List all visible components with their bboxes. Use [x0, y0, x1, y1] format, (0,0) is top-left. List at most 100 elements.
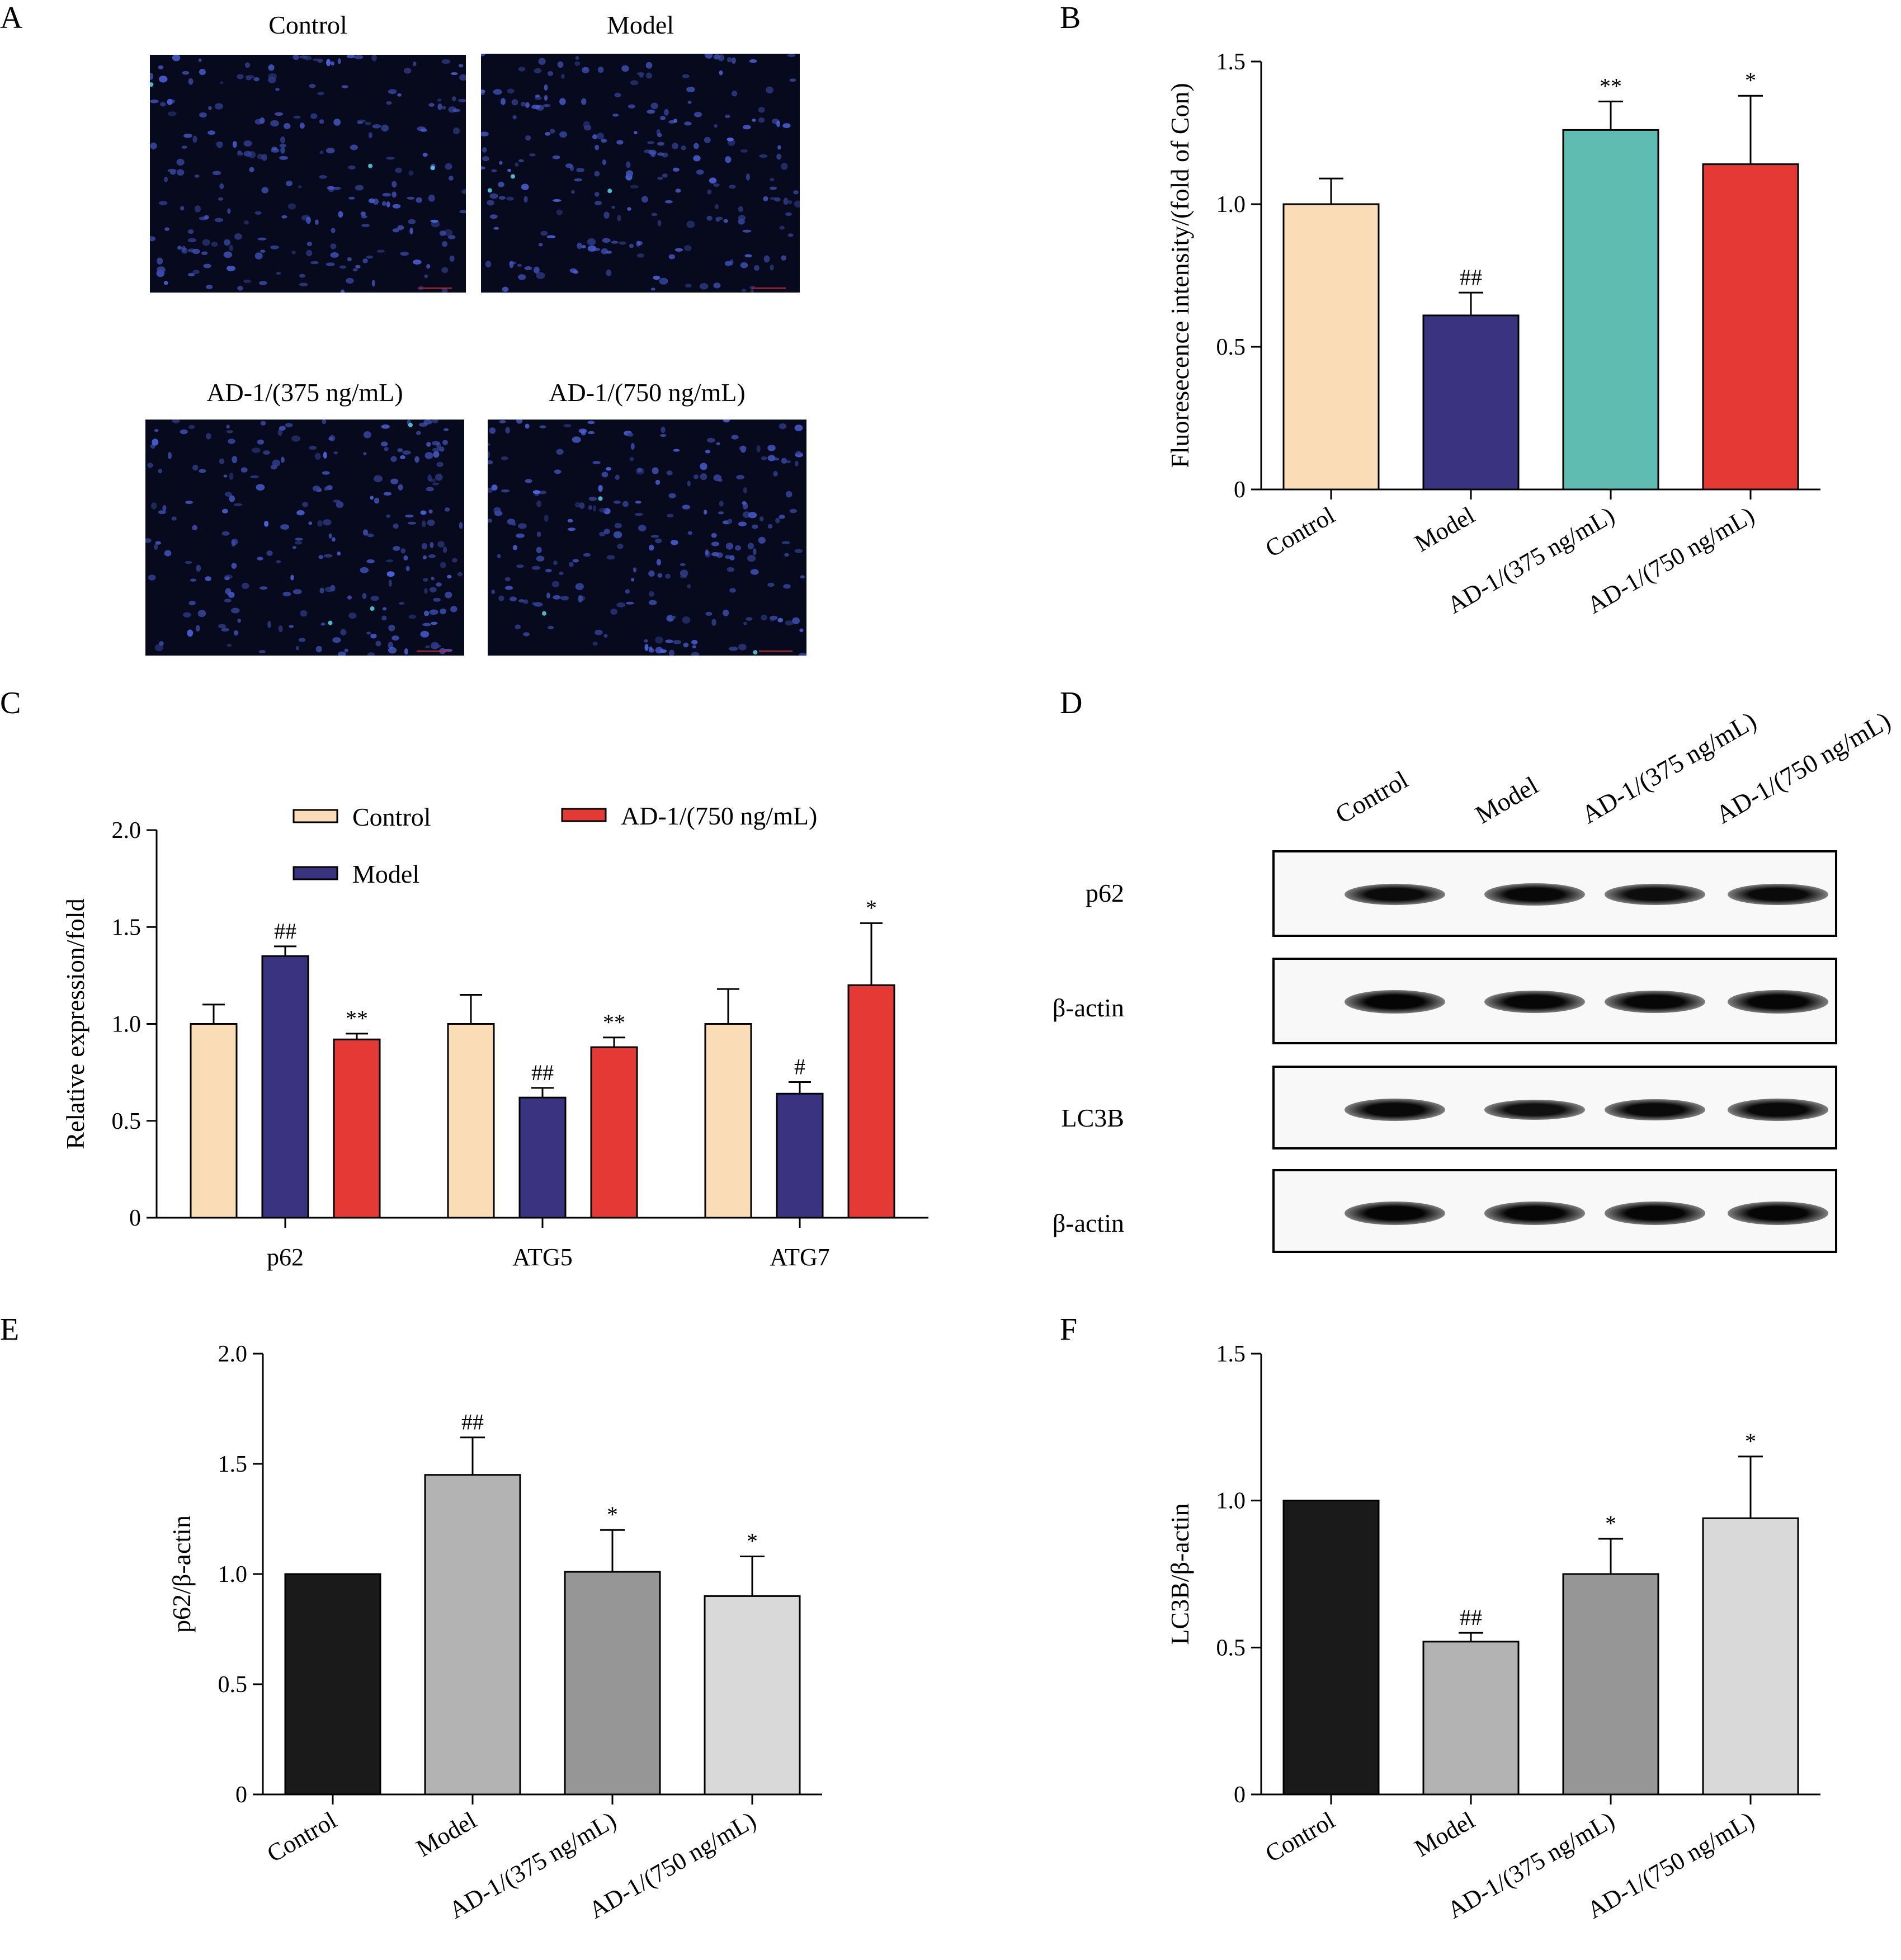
significance-mark: * — [607, 1502, 618, 1527]
y-tick-label: 2.0 — [112, 818, 141, 844]
bar — [424, 1474, 521, 1796]
y-tick-label: 0 — [1234, 477, 1246, 503]
significance-mark: ## — [274, 918, 296, 944]
micrograph-model — [481, 54, 800, 293]
significance-mark: * — [1745, 68, 1756, 93]
x-tick-label: ATG5 — [512, 1243, 573, 1271]
micrograph-label: AD-1/(750 ng/mL) — [549, 378, 746, 407]
y-tick-label: 0 — [1234, 1782, 1246, 1808]
blot-row-label: β-actin — [1052, 993, 1124, 1022]
blot-strip-beta-actin — [1272, 958, 1837, 1044]
bar — [1422, 314, 1520, 491]
y-tick-label: 1.0 — [218, 1562, 248, 1587]
significance-mark: ## — [1460, 1605, 1482, 1630]
micrograph-ad1-375 — [145, 420, 464, 656]
bar — [564, 1571, 661, 1796]
y-tick-label: 0.5 — [1216, 334, 1246, 360]
y-tick-label: 1.5 — [1216, 49, 1246, 75]
legend-swatch — [561, 808, 607, 822]
bar — [590, 1046, 638, 1219]
panel-letter-f: F — [1060, 1312, 1078, 1347]
blot-band — [1345, 883, 1445, 905]
legend-swatch — [293, 809, 338, 823]
y-axis-label: Relative expression/fold — [61, 898, 89, 1149]
bar — [1562, 129, 1659, 491]
x-tick-label: AD-1/(375 ng/mL) — [1442, 1806, 1619, 1924]
blot-band — [1605, 990, 1705, 1014]
blot-band — [1605, 1202, 1705, 1225]
x-tick-label: AD-1/(750 ng/mL) — [584, 1806, 761, 1924]
y-tick-label: 1.0 — [1216, 1488, 1246, 1514]
panel-letter-e: E — [0, 1312, 20, 1347]
y-axis-label: p62/β-actin — [167, 1515, 196, 1633]
legend-label: Model — [352, 860, 419, 888]
micrograph-label: AD-1/(375 ng/mL) — [206, 378, 403, 407]
blot-band — [1605, 884, 1705, 905]
y-tick-label: 1.5 — [1216, 1341, 1246, 1367]
significance-mark: ## — [531, 1060, 554, 1085]
bar — [776, 1092, 824, 1219]
micrograph-ad1-750 — [488, 420, 806, 656]
blot-band — [1484, 1202, 1585, 1225]
x-tick-label: AD-1/(375 ng/mL) — [444, 1806, 621, 1924]
blot-band — [1484, 883, 1585, 906]
blot-row-label: LC3B — [1061, 1104, 1124, 1132]
blot-strip-lc3b — [1272, 1066, 1837, 1149]
y-tick-label: 0.5 — [112, 1109, 141, 1134]
panel-letter-c: C — [0, 686, 21, 720]
y-tick-label: 1.0 — [112, 1012, 141, 1038]
micrograph-label: Control — [268, 11, 347, 39]
blot-band — [1484, 1100, 1585, 1120]
legend-label: AD-1/(750 ng/mL) — [621, 802, 817, 830]
x-tick-label: AD-1/(750 ng/mL) — [1582, 1806, 1759, 1924]
blot-column-label: Control — [1331, 765, 1413, 830]
bar — [847, 984, 895, 1219]
y-axis-label: LC3B/β-actin — [1166, 1503, 1194, 1645]
blot-band — [1484, 990, 1585, 1014]
significance-mark: ** — [346, 1006, 368, 1031]
x-tick-label: Model — [412, 1806, 481, 1862]
y-tick-label: 1.5 — [112, 915, 141, 940]
micrograph-control — [150, 55, 466, 293]
significance-mark: ** — [1600, 73, 1622, 98]
bar — [518, 1096, 567, 1219]
significance-mark: ## — [1460, 265, 1482, 290]
blot-band — [1728, 1202, 1828, 1225]
x-tick-label: p62 — [267, 1243, 304, 1271]
bar — [1282, 203, 1380, 491]
micrograph-label: Model — [606, 11, 674, 39]
x-tick-label: AD-1/(375 ng/mL) — [1442, 501, 1619, 619]
y-tick-label: 0 — [129, 1205, 141, 1231]
y-axis-label: Fluoresecence intensity/(fold of Con) — [1166, 83, 1194, 468]
bar — [704, 1595, 801, 1796]
bar — [1702, 163, 1799, 491]
blot-row-label: p62 — [1086, 879, 1124, 907]
x-tick-label: Control — [1261, 1806, 1339, 1868]
significance-mark: # — [794, 1054, 805, 1079]
bar — [284, 1573, 381, 1796]
blot-strip-beta-actin — [1272, 1169, 1837, 1253]
blot-row-label: β-actin — [1052, 1209, 1124, 1237]
cell-nuclei-image — [150, 55, 466, 293]
x-tick-label: Control — [1261, 501, 1339, 563]
y-tick-label: 2.0 — [218, 1341, 248, 1367]
bar — [1422, 1641, 1520, 1796]
significance-mark: * — [1745, 1429, 1756, 1454]
significance-mark: ** — [603, 1010, 625, 1035]
legend-swatch — [293, 866, 338, 880]
y-tick-label: 0.5 — [1216, 1635, 1246, 1661]
blot-band — [1345, 1202, 1445, 1225]
blot-column-label: Model — [1470, 770, 1543, 830]
cell-nuclei-image — [488, 420, 806, 656]
x-tick-label: Control — [262, 1806, 341, 1868]
y-tick-label: 0 — [235, 1782, 247, 1808]
bar — [261, 955, 309, 1219]
bar — [190, 1023, 238, 1219]
cell-nuclei-image — [481, 54, 800, 293]
bar — [447, 1023, 495, 1219]
panel-letter-d: D — [1060, 686, 1083, 720]
bar — [333, 1038, 381, 1219]
panel-letter-b: B — [1060, 1, 1081, 35]
blot-band — [1728, 883, 1828, 906]
cell-nuclei-image — [145, 420, 464, 656]
